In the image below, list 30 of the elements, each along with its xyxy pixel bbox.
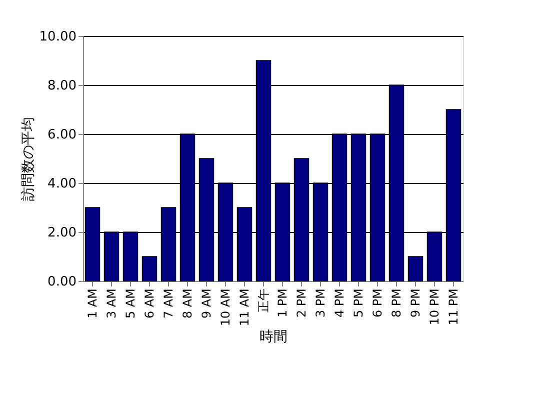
x-tick-label: 2 PM (294, 288, 308, 318)
x-tick-label: 8 PM (390, 288, 404, 318)
y-axis-title: 訪問数の平均 (20, 117, 36, 201)
x-axis-title: 時間 (260, 329, 288, 346)
bar (142, 256, 158, 282)
x-tick-label: 10 PM (428, 288, 442, 326)
x-tick-label: 3 AM (104, 288, 118, 319)
y-tick-label: 8.00 (48, 78, 76, 94)
x-tick-label: 9 AM (200, 288, 214, 319)
x-tick-label: 正午 (256, 288, 270, 312)
y-tick-label: 2.00 (48, 226, 76, 240)
x-tick-label: 8 AM (180, 288, 194, 319)
x-tick-label: 9 PM (408, 288, 422, 318)
x-tick-label: 1 AM (86, 288, 100, 319)
x-tick-label: 3 PM (314, 288, 328, 318)
x-tick-label: 5 PM (352, 288, 366, 318)
x-tick-label: 11 PM (446, 288, 460, 326)
x-tick-label: 11 AM (238, 288, 252, 326)
x-tick-label: 6 PM (370, 288, 384, 318)
y-tick-label: 6.00 (48, 128, 76, 142)
x-tick-label: 6 AM (142, 288, 156, 319)
x-tick-label: 4 PM (332, 288, 346, 318)
x-tick-label: 5 AM (124, 288, 138, 319)
x-tick-label: 1 PM (276, 288, 290, 318)
y-tick-label: 10.00 (39, 30, 76, 44)
y-tick-label: 0.00 (48, 274, 76, 290)
y-tick-label: 4.00 (48, 176, 76, 192)
x-tick-label: 7 AM (162, 288, 176, 319)
x-tick-label: 10 AM (218, 288, 232, 326)
bar (408, 256, 424, 282)
